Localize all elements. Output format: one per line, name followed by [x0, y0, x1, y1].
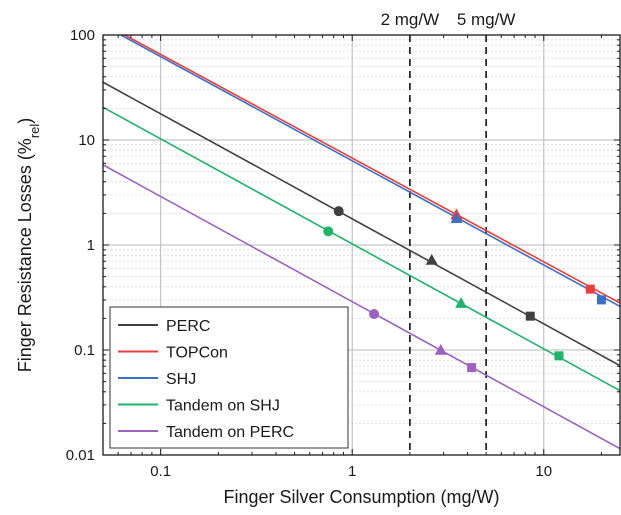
marker-square	[467, 363, 477, 373]
reference-line-label: 5 mg/W	[457, 10, 516, 29]
y-axis-label-close: )	[15, 118, 35, 124]
legend: PERC TOPCon SHJ Tandem on SHJ Tandem on PERC	[109, 306, 349, 449]
marker-circle	[369, 309, 380, 320]
marker-triangle	[450, 212, 463, 223]
y-tick-label: 10	[78, 132, 95, 149]
y-axis-label: Finger Resistance Losses (%rel)	[15, 118, 42, 373]
marker-circle	[323, 226, 334, 237]
y-axis-label-main: Finger Resistance Losses (%	[15, 138, 35, 372]
x-axis-label: Finger Silver Consumption (mg/W)	[223, 487, 499, 507]
axis-labels: Finger Silver Consumption (mg/W) Finger R…	[15, 118, 500, 507]
axis-ticks: 0.01 0.1 1 10 100 0.1 1 10	[66, 27, 620, 480]
y-tick-label: 1	[87, 237, 95, 254]
y-tick-label: 100	[70, 27, 95, 44]
y-axis-label-subscript: rel	[27, 124, 42, 139]
marker-square	[596, 295, 606, 305]
marker-triangle	[455, 297, 468, 308]
reference-lines: 2 mg/W 5 mg/W	[381, 10, 516, 455]
series-line	[103, 164, 620, 450]
series-line	[120, 35, 620, 308]
legend-label: Tandem on PERC	[166, 424, 294, 441]
series-markers	[323, 206, 606, 373]
x-tick-label: 1	[348, 463, 356, 480]
reference-line-label: 2 mg/W	[381, 10, 440, 29]
x-tick-label: 0.1	[150, 463, 171, 480]
legend-label: Tandem on SHJ	[166, 398, 280, 415]
legend-label: PERC	[166, 318, 210, 335]
legend-label: SHJ	[166, 371, 196, 388]
y-tick-label: 0.1	[74, 342, 95, 359]
marker-triangle	[425, 253, 438, 265]
marker-circle	[333, 206, 344, 217]
x-tick-label: 10	[535, 463, 552, 480]
marker-square	[554, 351, 564, 361]
series-line	[103, 106, 620, 392]
y-tick-label: 0.01	[66, 447, 95, 464]
series-line	[124, 35, 620, 304]
marker-square	[585, 284, 595, 294]
marker-triangle	[434, 344, 447, 355]
legend-label: TOPCon	[166, 345, 228, 362]
marker-square	[525, 311, 535, 321]
